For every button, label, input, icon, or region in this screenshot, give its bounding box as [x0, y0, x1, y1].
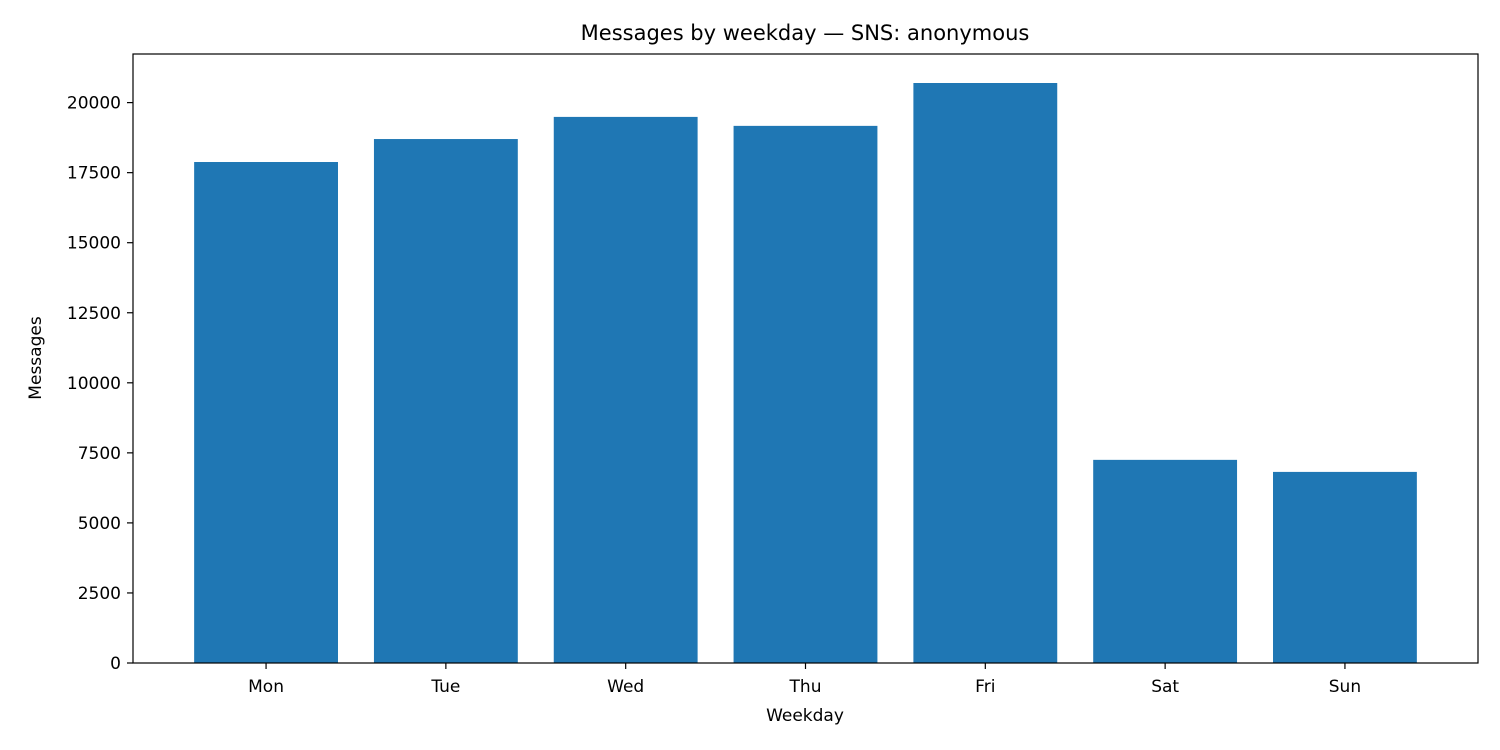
y-axis-label: Messages — [26, 316, 46, 400]
y-tick-label: 5000 — [78, 514, 121, 534]
y-tick-label: 15000 — [67, 234, 121, 254]
x-tick-label-thu: Thu — [789, 677, 822, 697]
bar-wed — [553, 116, 698, 663]
y-tick-label: 2500 — [78, 584, 121, 604]
x-tick-label-wed: Wed — [607, 677, 644, 697]
x-tick-label-fri: Fri — [975, 677, 995, 697]
bar-tue — [373, 139, 518, 664]
y-tick-label: 10000 — [67, 374, 121, 394]
y-tick-label: 7500 — [78, 444, 121, 464]
y-tick-label: 20000 — [67, 94, 121, 114]
bars-layer — [194, 83, 1417, 664]
x-tick-label-mon: Mon — [248, 677, 284, 697]
bar-mon — [194, 162, 338, 663]
chart-title: Messages by weekday — SNS: anonymous — [581, 21, 1030, 45]
bar-sat — [1093, 459, 1238, 663]
y-tick-label: 17500 — [67, 164, 121, 184]
y-axis: 0 2500 5000 7500 10000 12500 15000 17500 20000 — [67, 94, 133, 674]
y-tick-label: 0 — [110, 654, 121, 674]
x-tick-label-sun: Sun — [1329, 677, 1361, 697]
bar-fri — [913, 83, 1058, 663]
y-tick-label: 12500 — [67, 304, 121, 324]
x-tick-label-tue: Tue — [430, 677, 460, 697]
x-axis: Mon Tue Wed Thu Fri Sat Sun — [248, 663, 1361, 697]
x-axis-label: Weekday — [766, 706, 844, 726]
x-tick-label-sat: Sat — [1151, 677, 1179, 697]
plot-frame — [132, 53, 1479, 664]
bar-sun — [1273, 471, 1417, 663]
bar-thu — [733, 125, 878, 664]
